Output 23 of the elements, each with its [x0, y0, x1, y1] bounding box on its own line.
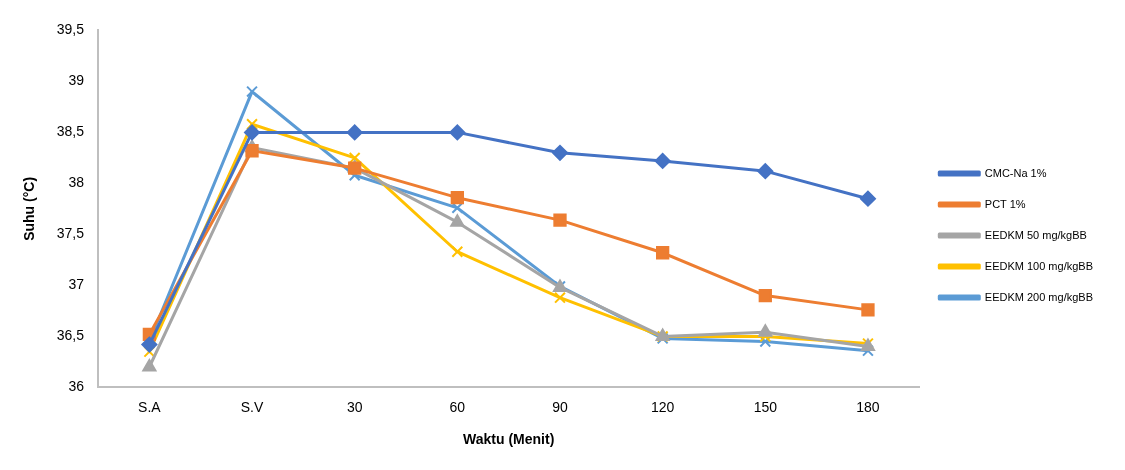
x-tick-label: 30	[346, 398, 363, 415]
y-axis-title: Suhu (°C)	[21, 176, 38, 241]
y-tick-label: 36,5	[56, 327, 85, 344]
y-tick-label: 39	[68, 72, 85, 89]
y-tick-label: 37,5	[56, 225, 85, 242]
x-tick-label: 180	[856, 398, 880, 415]
legend-label: PCT 1%	[984, 197, 1026, 210]
x-tick-label: 150	[753, 398, 778, 415]
y-tick-label: 38	[68, 174, 85, 191]
legend-label: EEDKM 100 mg/kgBB	[984, 259, 1094, 272]
y-tick-label: 38,5	[56, 123, 85, 140]
x-tick-label: S.A	[138, 398, 162, 415]
legend-label: EEDKM 200 mg/kgBB	[984, 290, 1094, 303]
y-tick-label: 36	[68, 378, 85, 395]
y-tick-label: 39,5	[56, 21, 85, 38]
x-tick-label: 90	[552, 398, 568, 415]
x-tick-label: S.V	[240, 398, 264, 415]
legend-label: CMC-Na 1%	[984, 166, 1047, 179]
x-tick-label: 120	[650, 398, 675, 415]
x-tick-label: 60	[449, 398, 466, 415]
legend-label: EEDKM 50 mg/kgBB	[984, 228, 1087, 241]
y-tick-label: 37	[68, 276, 85, 293]
x-axis-title: Waktu (Menit)	[463, 431, 555, 448]
